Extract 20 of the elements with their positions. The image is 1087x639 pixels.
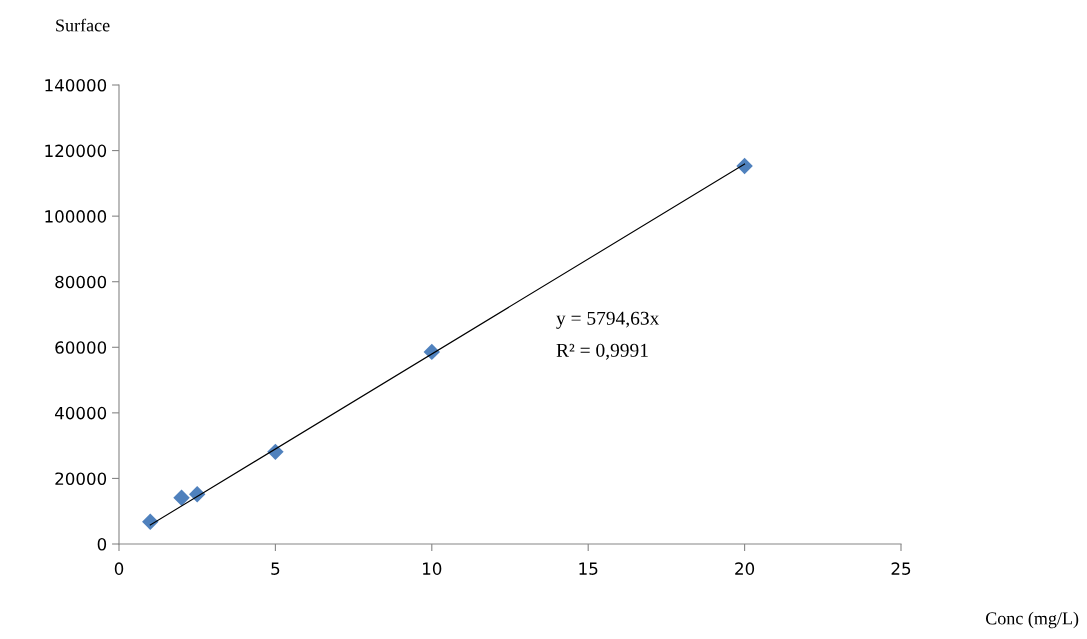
y-tick-label: 100000 — [45, 210, 107, 223]
x-axis-title: Conc (mg/L) — [985, 611, 1079, 629]
y-tick-label: 60000 — [55, 341, 107, 354]
x-tick-label: 10 — [423, 562, 442, 575]
y-tick-label: 20000 — [55, 472, 107, 485]
x-tick-label: 15 — [579, 562, 598, 575]
annotation: R² = 0,9991 — [556, 343, 648, 360]
y-tick-label: 40000 — [54, 406, 107, 420]
x-tick-label: 25 — [891, 562, 911, 575]
x-tick-label: 0 — [114, 562, 124, 575]
point — [142, 513, 159, 530]
y-tick-label: 120000 — [45, 144, 107, 158]
point — [173, 489, 190, 506]
y-tick-label: 140000 — [45, 78, 107, 92]
y-tick-label: 0 — [97, 537, 107, 551]
y-tick-label: 80000 — [55, 275, 107, 289]
annotation: y = 5794,63x — [556, 311, 660, 329]
y-axis-title: Surface — [56, 18, 110, 32]
x-tick-label: 5 — [271, 562, 280, 575]
x-tick-label: 20 — [735, 562, 755, 575]
